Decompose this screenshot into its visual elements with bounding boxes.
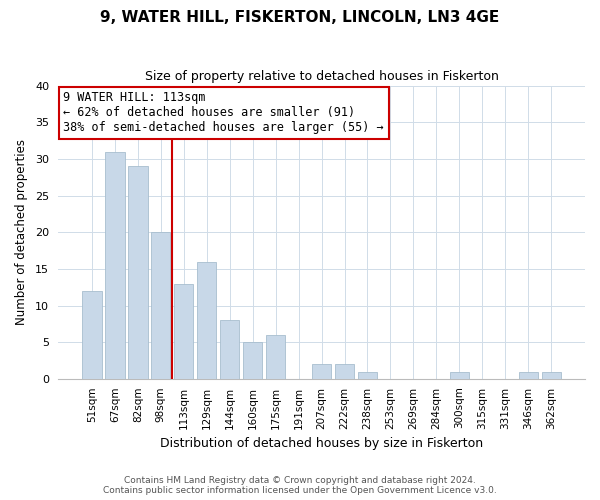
Bar	[518, 372, 538, 379]
Bar	[197, 262, 217, 379]
Text: 9 WATER HILL: 113sqm
← 62% of detached houses are smaller (91)
38% of semi-detac: 9 WATER HILL: 113sqm ← 62% of detached h…	[64, 92, 384, 134]
Y-axis label: Number of detached properties: Number of detached properties	[15, 139, 28, 325]
Bar	[358, 372, 377, 379]
Bar	[220, 320, 239, 379]
Bar	[335, 364, 354, 379]
Bar	[151, 232, 170, 379]
Bar	[312, 364, 331, 379]
Bar	[266, 335, 286, 379]
Bar	[105, 152, 125, 379]
Title: Size of property relative to detached houses in Fiskerton: Size of property relative to detached ho…	[145, 70, 499, 83]
X-axis label: Distribution of detached houses by size in Fiskerton: Distribution of detached houses by size …	[160, 437, 483, 450]
Text: 9, WATER HILL, FISKERTON, LINCOLN, LN3 4GE: 9, WATER HILL, FISKERTON, LINCOLN, LN3 4…	[100, 10, 500, 25]
Bar	[243, 342, 262, 379]
Bar	[128, 166, 148, 379]
Bar	[449, 372, 469, 379]
Bar	[174, 284, 193, 379]
Text: Contains HM Land Registry data © Crown copyright and database right 2024.
Contai: Contains HM Land Registry data © Crown c…	[103, 476, 497, 495]
Bar	[82, 291, 101, 379]
Bar	[542, 372, 561, 379]
